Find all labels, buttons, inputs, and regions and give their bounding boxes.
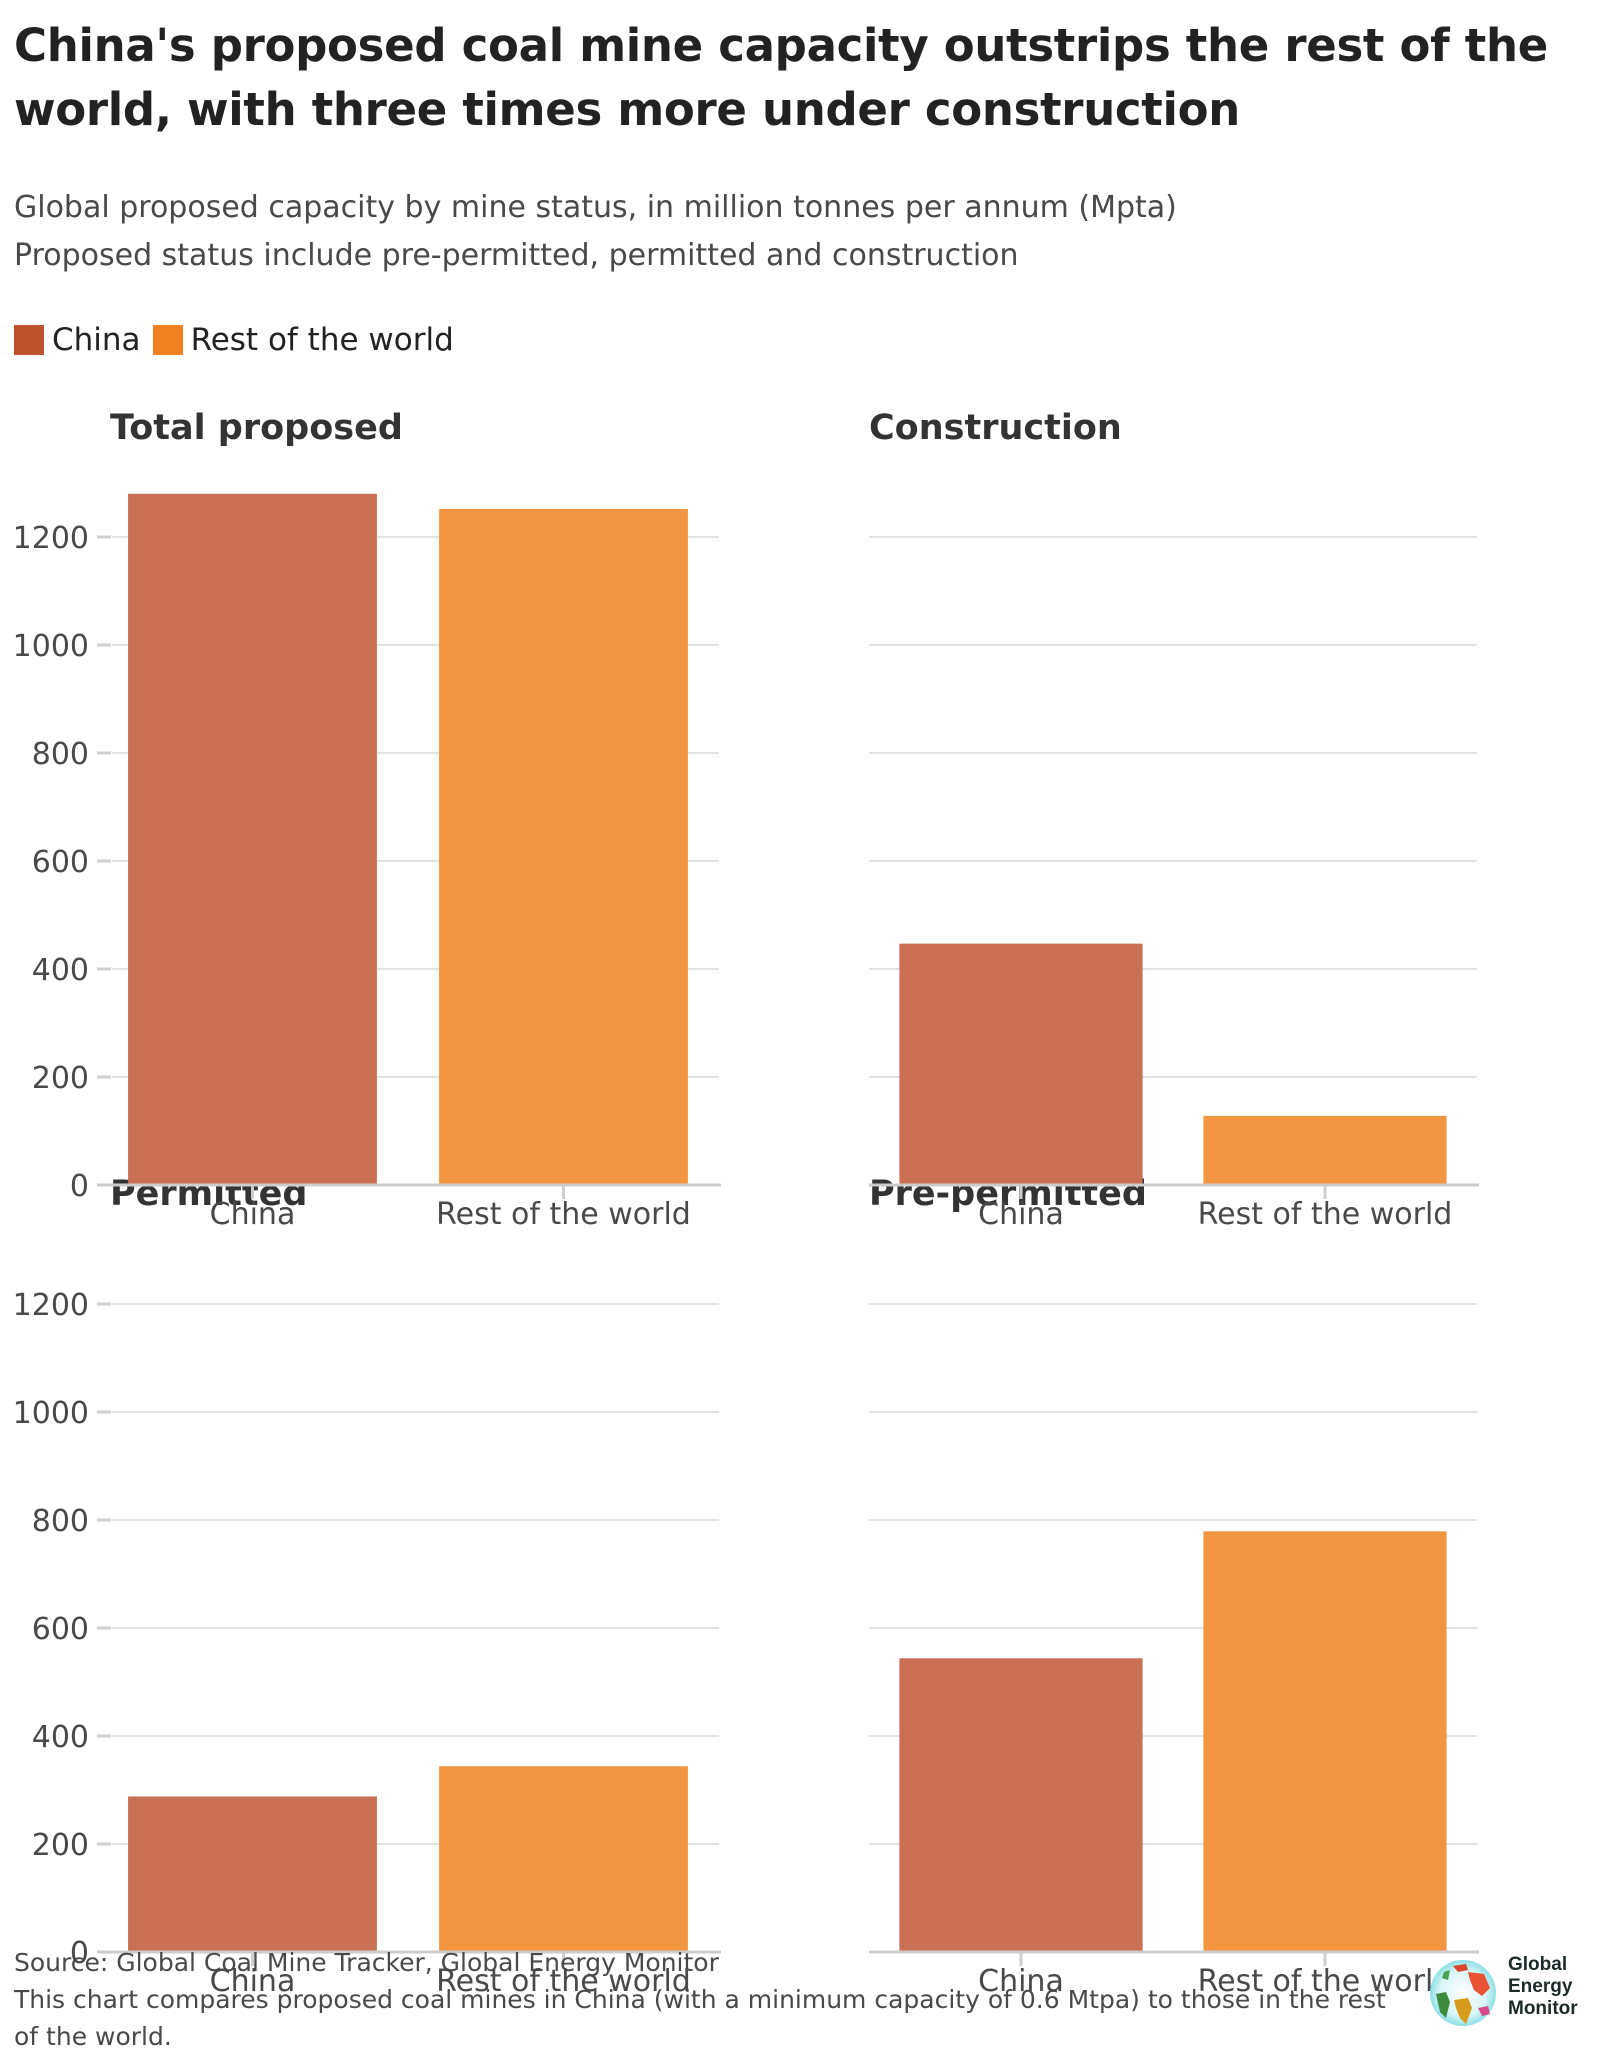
logo-line: Energy	[1508, 1976, 1573, 1997]
y-tick-label: 0	[70, 1936, 89, 1971]
legend: China Rest of the world	[14, 322, 466, 358]
bar-pre-permitted-rest-of-world	[1203, 1531, 1447, 1952]
bar-pre-permitted-china	[899, 1658, 1143, 1952]
y-tick-label: 800	[32, 1504, 89, 1539]
x-tick-label: China	[978, 1964, 1064, 1999]
legend-item-rest-of-world[interactable]: Rest of the world	[152, 322, 454, 358]
y-tick-label: 1200	[13, 521, 89, 556]
x-tick-label: China	[210, 1964, 296, 1999]
logo-line: Monitor	[1508, 1998, 1578, 2019]
chart-subtitle: Global proposed capacity by mine status,…	[14, 184, 1177, 280]
bar-total-proposed-china	[128, 493, 377, 1185]
x-tick-label: China	[978, 1197, 1064, 1232]
y-tick-label: 200	[32, 1061, 89, 1096]
y-tick-label: 0	[70, 1169, 89, 1204]
legend-label: Rest of the world	[190, 322, 454, 358]
x-tick-label: Rest of the world	[1198, 1964, 1453, 1999]
bar-permitted-rest-of-world	[439, 1766, 688, 1952]
chart-title: China's proposed coal mine capacity outs…	[14, 19, 1548, 136]
panel-title-construction: Construction	[869, 408, 1122, 448]
chart-note: This chart compares proposed coal mines …	[14, 1985, 1386, 2051]
globe-icon	[1430, 1960, 1496, 2026]
y-tick-label: 200	[32, 1828, 89, 1863]
y-tick-label: 1000	[13, 629, 89, 664]
legend-swatch-china	[14, 325, 44, 355]
logo-line: Global	[1508, 1954, 1568, 1975]
x-tick-label: Rest of the world	[436, 1964, 691, 1999]
x-tick-label: Rest of the world	[1198, 1197, 1453, 1232]
subtitle-line: Global proposed capacity by mine status,…	[14, 190, 1177, 225]
legend-label: China	[52, 322, 141, 358]
source-note: Source: Global Coal Mine Tracker, Global…	[14, 1948, 719, 1977]
bar-permitted-china	[128, 1796, 377, 1952]
bar-construction-china	[899, 943, 1143, 1185]
logo-text: Global Energy Monitor	[1508, 1954, 1578, 2020]
y-tick-label: 400	[32, 1720, 89, 1755]
x-tick-label: Rest of the world	[436, 1197, 691, 1232]
legend-swatch-rest-of-world	[152, 325, 183, 355]
bar-total-proposed-rest-of-world	[439, 508, 688, 1185]
bar-construction-rest-of-world	[1203, 1115, 1447, 1185]
gem-logo[interactable]: Global Energy Monitor	[1428, 1954, 1598, 2028]
footer: Source: Global Coal Mine Tracker, Global…	[14, 1944, 1394, 2055]
y-tick-label: 1000	[13, 1396, 89, 1431]
legend-item-china[interactable]: China	[14, 322, 141, 358]
subtitle-line: Proposed status include pre-permitted, p…	[14, 238, 1019, 273]
panel-title-total-proposed: Total proposed	[110, 408, 403, 448]
x-tick-label: China	[210, 1197, 296, 1232]
y-tick-label: 400	[32, 953, 89, 988]
y-tick-label: 800	[32, 737, 89, 772]
y-tick-label: 600	[32, 1612, 89, 1647]
y-tick-label: 1200	[13, 1288, 89, 1323]
y-tick-label: 600	[32, 845, 89, 880]
